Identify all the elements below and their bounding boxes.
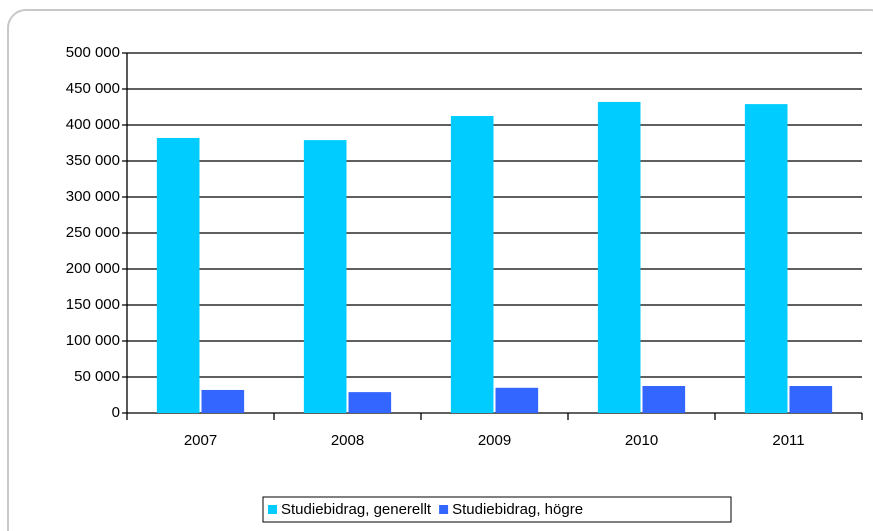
y-tick-label: 500 000 <box>66 44 120 61</box>
bar <box>450 116 494 413</box>
bar <box>597 101 641 414</box>
chart-frame <box>7 9 873 531</box>
x-tick-label: 2008 <box>331 432 364 449</box>
bar <box>789 386 833 413</box>
y-tick-label: 50 000 <box>74 368 120 385</box>
x-tick-label: 2010 <box>625 432 658 449</box>
y-tick-label: 350 000 <box>66 152 120 169</box>
x-tick-label: 2011 <box>772 432 804 449</box>
y-tick-label: 250 000 <box>66 224 120 241</box>
y-tick-label: 450 000 <box>66 80 120 97</box>
legend-box <box>262 496 732 523</box>
y-tick-label: 300 000 <box>66 188 120 205</box>
y-tick-label: 400 000 <box>66 116 120 133</box>
bar <box>642 386 686 413</box>
y-tick-label: 150 000 <box>66 296 120 313</box>
bar <box>348 392 392 413</box>
legend-swatch <box>268 505 277 514</box>
bar <box>744 104 788 414</box>
y-tick-label: 0 <box>112 404 120 421</box>
bar <box>156 137 200 413</box>
legend-label: Studiebidrag, högre <box>452 501 583 518</box>
x-tick-label: 2007 <box>184 432 217 449</box>
y-tick-label: 200 000 <box>66 260 120 277</box>
y-tick-label: 100 000 <box>66 332 120 349</box>
legend-swatch <box>439 505 449 514</box>
bar <box>495 387 539 413</box>
bar <box>201 389 245 413</box>
legend-label: Studiebidrag, generellt <box>281 501 432 518</box>
x-tick-label: 2009 <box>478 432 511 449</box>
bar <box>303 140 347 413</box>
